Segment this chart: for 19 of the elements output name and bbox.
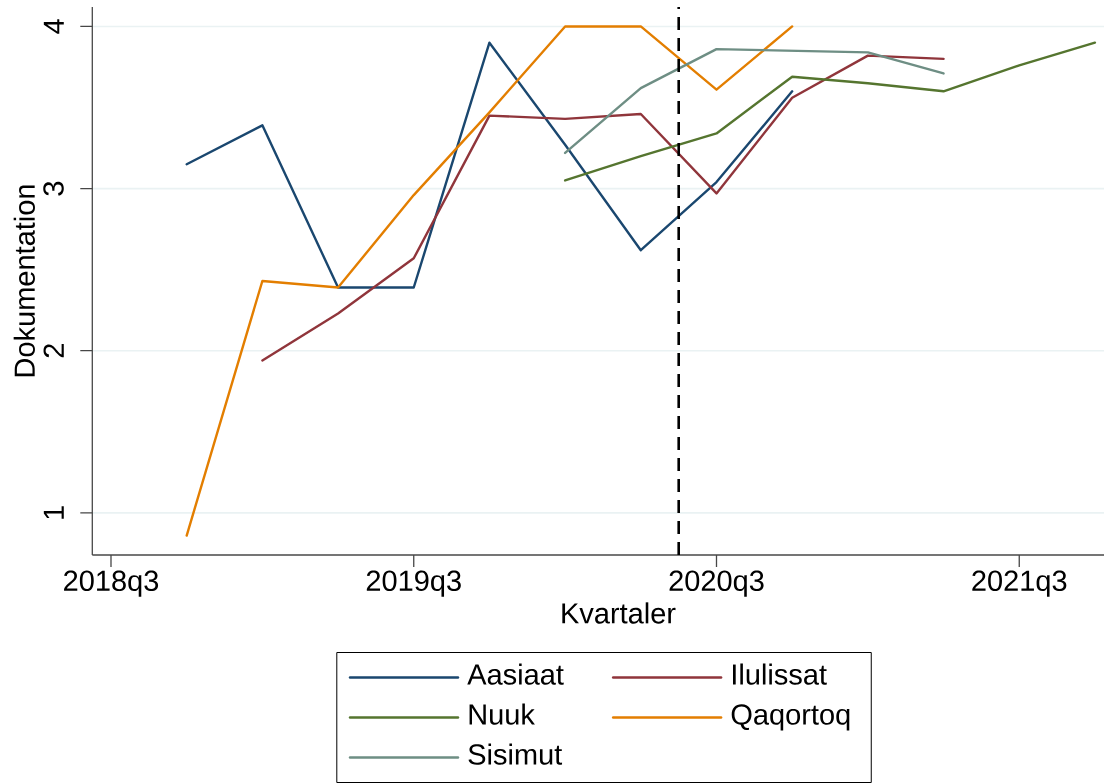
line-series bbox=[185, 41, 794, 289]
y-tick-label: 1 bbox=[43, 506, 64, 519]
x-tick-label: 2019q3 bbox=[366, 570, 461, 597]
line-series bbox=[563, 41, 1097, 182]
y-tick-label: 2 bbox=[43, 344, 64, 358]
y-tick-label: 4 bbox=[43, 19, 64, 34]
y-tick-label: 3 bbox=[43, 181, 64, 196]
legend-label: Aasiaat bbox=[467, 663, 564, 685]
line-series bbox=[261, 54, 945, 362]
legend-label: Sisimut bbox=[468, 743, 563, 765]
legend-label: Ilulissat bbox=[733, 663, 827, 685]
legend-label: Qaqortoq bbox=[731, 704, 850, 731]
x-axis-title: Kvartaler bbox=[562, 602, 676, 624]
y-axis-title: Dokumentation bbox=[13, 185, 35, 377]
x-tick-label: 2018q3 bbox=[64, 570, 159, 597]
legend-label: Nuuk bbox=[469, 703, 535, 725]
x-tick-label: 2021q3 bbox=[972, 570, 1067, 597]
line-series bbox=[185, 25, 794, 537]
x-tick-label: 2020q3 bbox=[669, 570, 764, 597]
